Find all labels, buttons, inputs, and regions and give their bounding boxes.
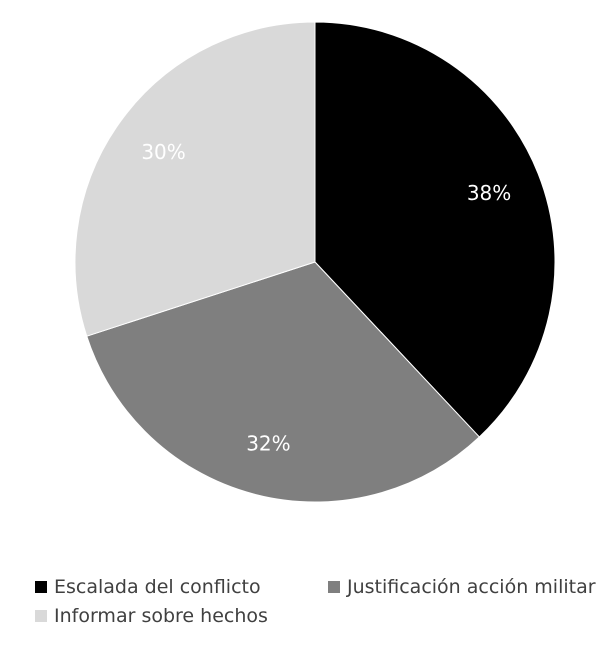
data-label-0: 38% [467,181,511,205]
pie-slice-1 [86,261,480,503]
legend-swatch [328,581,340,593]
legend-item-informar: Informar sobre hechos [35,605,268,627]
data-label-2: 30% [141,140,185,164]
pie-chart: 38% 32% 30% [74,21,556,503]
pie-slice-0 [314,21,556,438]
legend-swatch [35,610,47,622]
legend-label: Justificación acción militar [347,576,596,598]
legend-swatch [35,581,47,593]
pie-slice-2 [74,21,316,337]
legend-item-justificacion: Justificación acción militar [328,576,596,598]
legend-label: Informar sobre hechos [54,605,268,627]
legend-label: Escalada del conflicto [54,576,261,598]
legend-item-escalada: Escalada del conflicto [35,576,261,598]
data-label-1: 32% [246,431,290,455]
